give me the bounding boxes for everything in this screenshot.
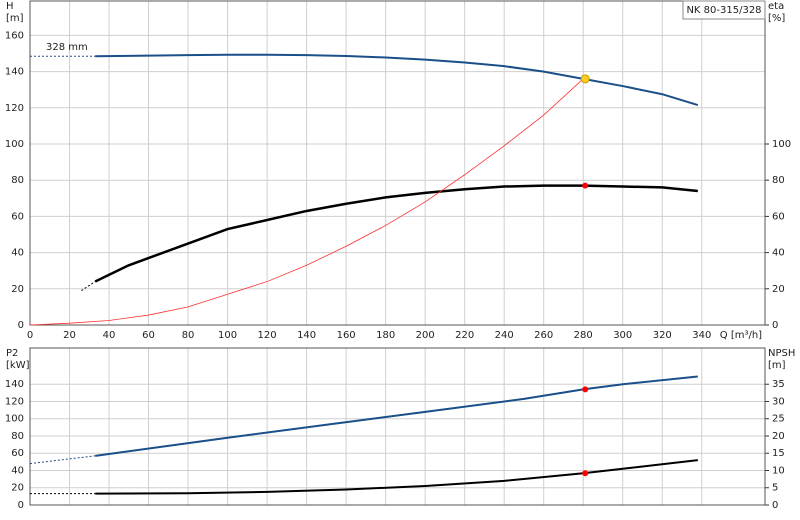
y2-tick-label: 5 [772,483,778,494]
y-tick-label: 140 [5,67,24,78]
x-tick-label: 120 [258,330,277,341]
duty-point [580,74,590,84]
y-axis-label: H [6,1,14,12]
y-tick-label: 120 [5,103,24,114]
y-axis-label: P2 [6,348,18,359]
y-tick-label: 120 [5,396,24,407]
y2-tick-label: 15 [772,448,785,459]
plot-frame [29,347,766,506]
duty-point [582,182,589,189]
y-tick-label: 80 [11,175,24,186]
y2-tick-label: 0 [772,500,778,511]
y2-axis-label: [m] [768,360,786,371]
x-tick-label: 180 [376,330,395,341]
curve-annotation: 328 mm [46,42,88,53]
curve [95,459,698,495]
y-tick-label: 20 [11,483,24,494]
y2-tick-label: 60 [772,211,785,222]
x-tick-label: 220 [455,330,474,341]
y-tick-label: 20 [11,284,24,295]
x-tick-label: 80 [182,330,195,341]
chart-title: NK 80-315/328 [686,5,761,16]
x-tick-label: 280 [574,330,593,341]
y-axis-label: [kW] [6,360,30,371]
y2-tick-label: 20 [772,284,785,295]
curve [81,281,96,292]
curve [29,78,584,326]
y-tick-label: 100 [5,139,24,150]
x-tick-label: 40 [103,330,116,341]
y2-tick-label: 35 [772,379,785,390]
curve [29,455,96,465]
x-tick-label: 60 [142,330,155,341]
y-tick-label: 0 [18,320,24,331]
y2-tick-label: 0 [772,320,778,331]
x-axis-label: Q [m³/h] [720,330,762,341]
y-tick-label: 40 [11,248,24,259]
title-box [682,0,766,20]
x-tick-label: 300 [613,330,632,341]
y2-axis-label: eta [768,1,784,12]
y-axis-label: [m] [6,13,24,24]
y-tick-label: 60 [11,211,24,222]
y2-tick-label: 80 [772,175,785,186]
y-tick-label: 80 [11,431,24,442]
y2-axis-label: NPSH [768,348,795,359]
y-tick-label: 160 [5,30,24,41]
y2-tick-label: 10 [772,465,785,476]
y-tick-label: 0 [18,500,24,511]
curve [95,375,698,457]
x-tick-label: 340 [692,330,711,341]
y-tick-label: 140 [5,379,24,390]
y2-tick-label: 100 [772,139,791,150]
x-tick-label: 200 [416,330,435,341]
y2-tick-label: 40 [772,248,785,259]
y2-tick-label: 30 [772,396,785,407]
curve [95,53,699,107]
x-tick-label: 0 [27,330,33,341]
x-tick-label: 100 [218,330,237,341]
y2-axis-label: [%] [768,13,785,24]
x-tick-label: 20 [63,330,76,341]
x-tick-label: 240 [495,330,514,341]
curve [94,184,698,283]
duty-point [582,386,589,393]
plot-frame [29,0,766,326]
duty-point [582,470,589,477]
y-tick-label: 60 [11,448,24,459]
x-tick-label: 260 [534,330,553,341]
y-tick-label: 40 [11,465,24,476]
y2-tick-label: 20 [772,431,785,442]
x-tick-label: 160 [337,330,356,341]
x-tick-label: 140 [297,330,316,341]
y2-tick-label: 25 [772,414,785,425]
y-tick-label: 100 [5,414,24,425]
x-tick-label: 320 [653,330,672,341]
